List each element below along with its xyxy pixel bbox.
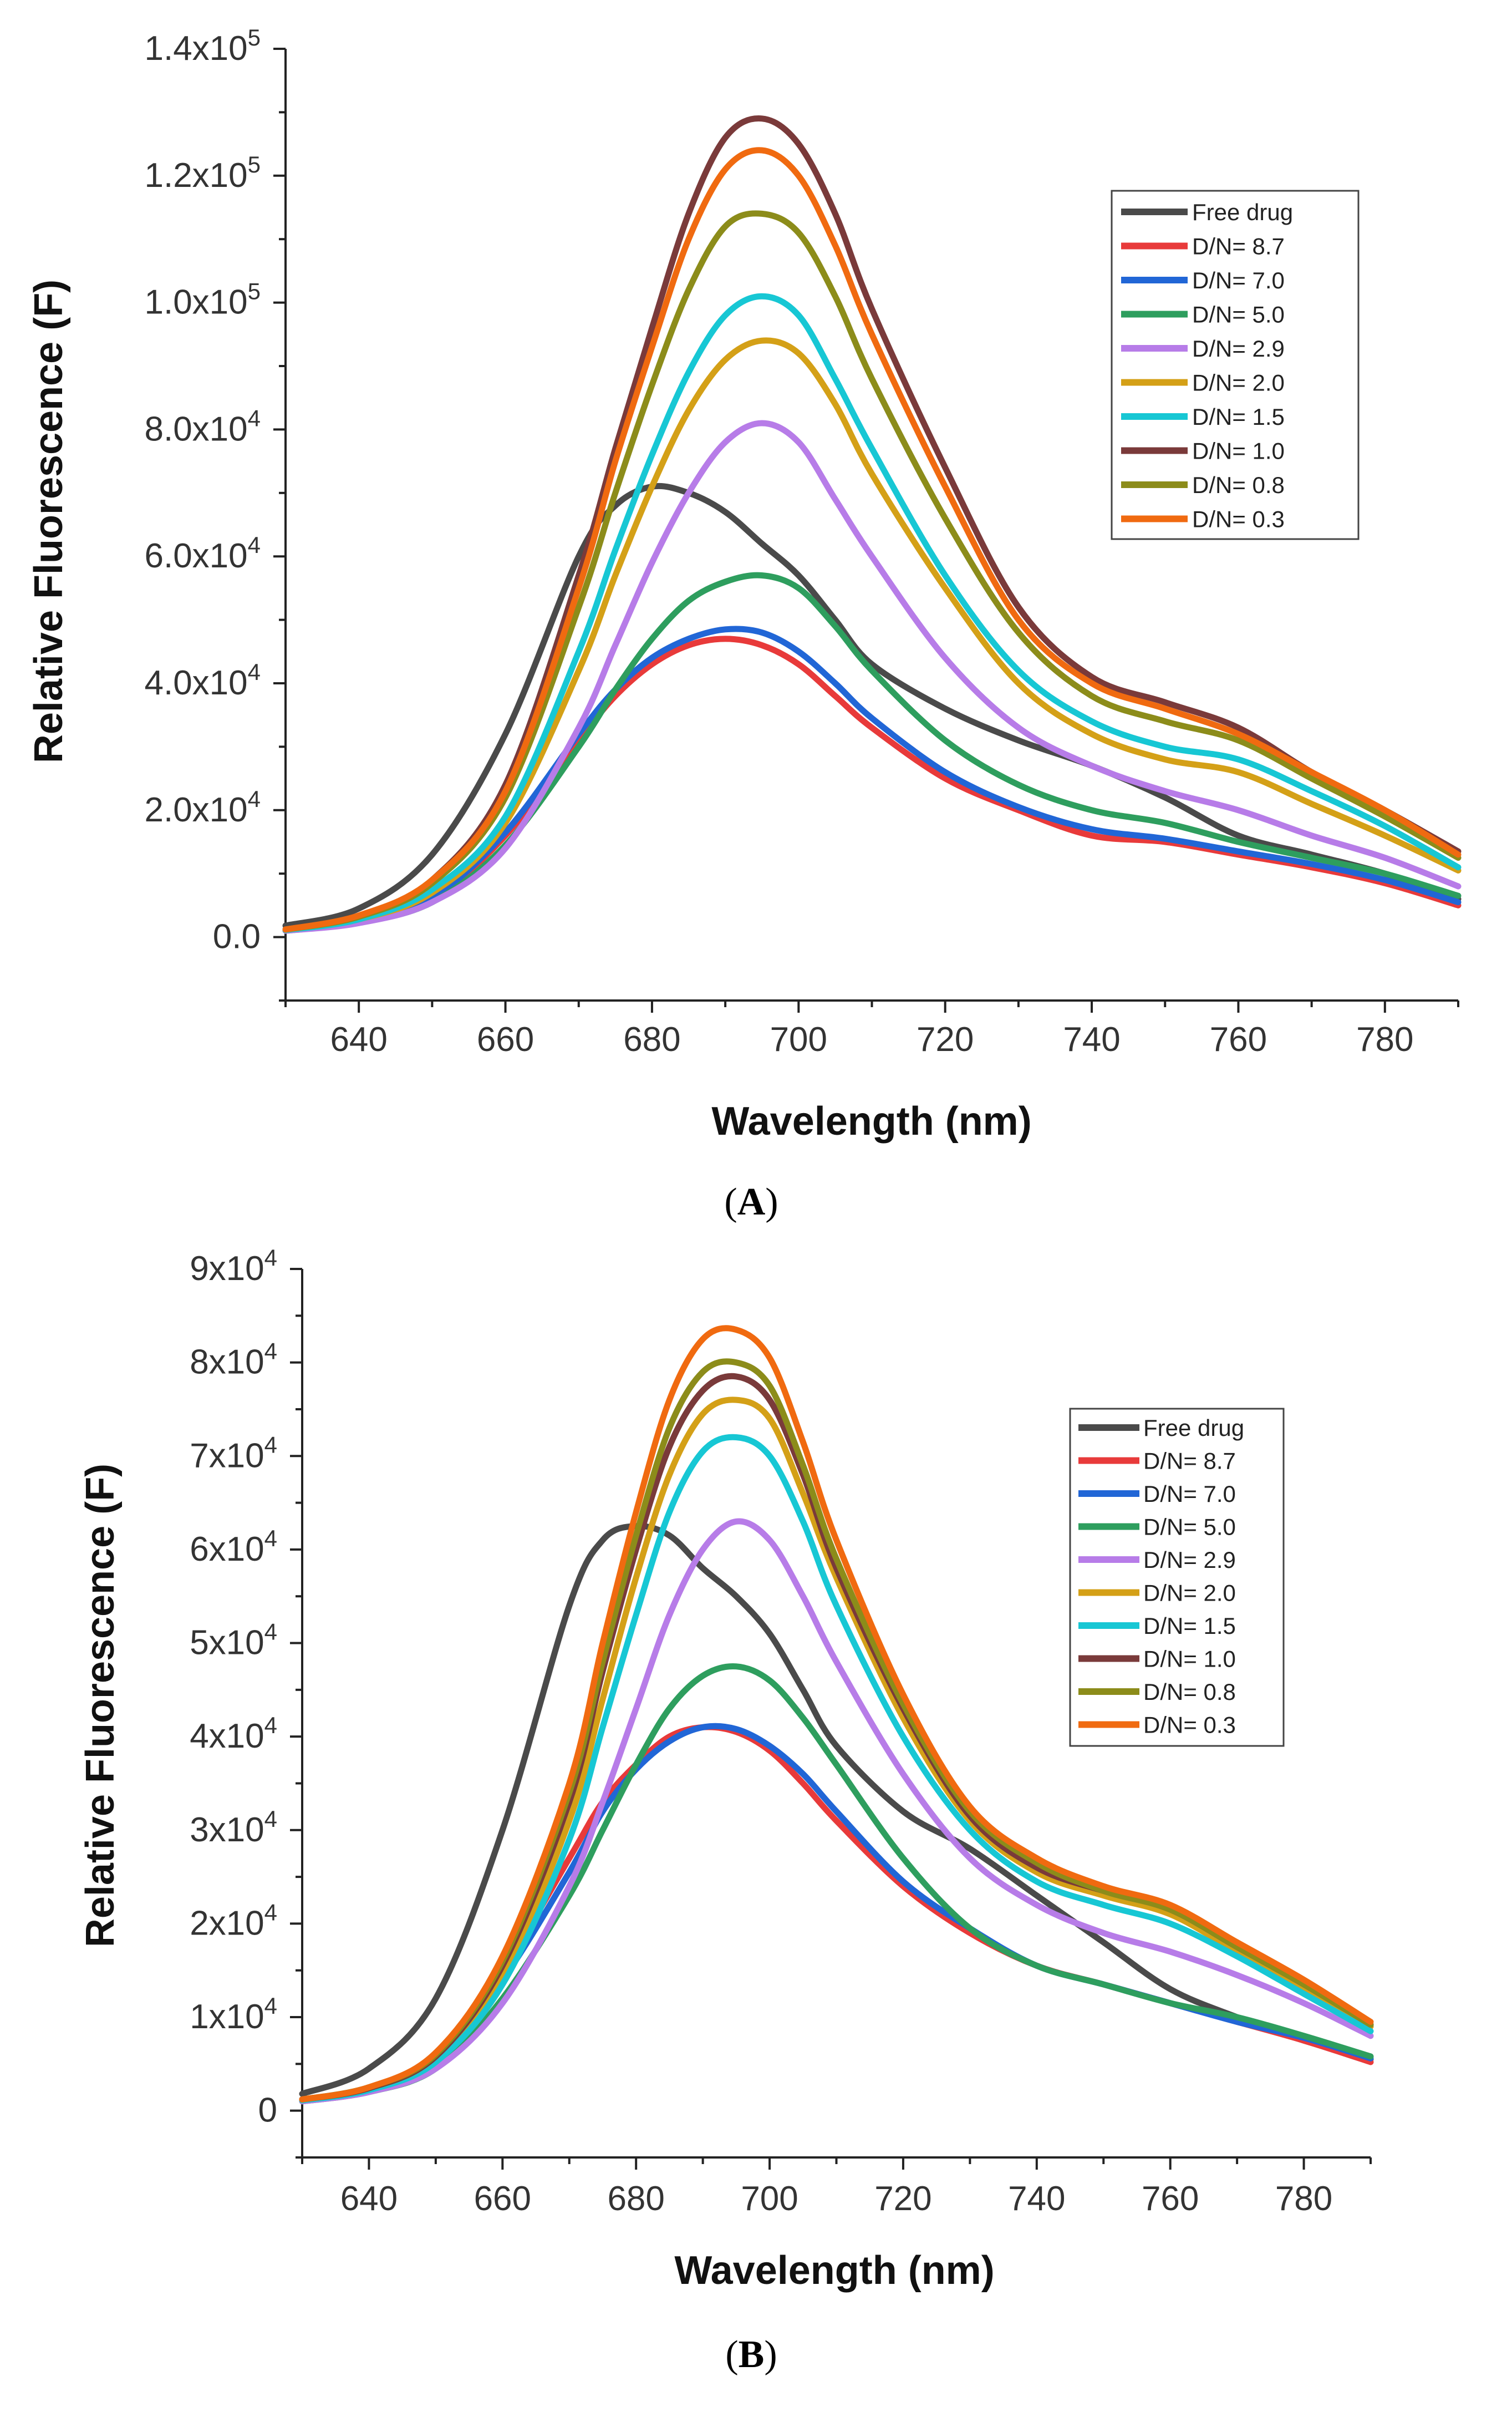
panel-a-y-tick-label: 6.0x104	[144, 532, 261, 575]
panel-b-legend-label: D/N= 0.3	[1143, 1712, 1236, 1738]
panel-a-legend-label: D/N= 0.3	[1192, 506, 1285, 532]
panel-b-legend: Free drug D/N= 8.7 D/N= 7.0 D/N= 5.0 D/N= 2.…	[1069, 1408, 1285, 1747]
panel-a-x-tick-label: 780	[1356, 1020, 1413, 1059]
panel-b-y-tick-label: 5x104	[190, 1619, 277, 1662]
panel-b-y-ticks: 0 1x104 2x104 3x104 4x104 5x104 6x104 7x104 8x10…	[190, 1245, 302, 2159]
panel-b-series-line-d-n-1-5	[299, 1434, 1374, 2104]
panel-b-x-tick-label: 700	[741, 2180, 798, 2218]
panel-a-x-tick-label: 720	[917, 1020, 974, 1059]
panel-b-legend-label: D/N= 2.0	[1143, 1580, 1236, 1606]
panel-a-legend-entries: Free drug D/N= 8.7 D/N= 7.0 D/N= 5.0 D/N= 2.…	[1121, 199, 1293, 532]
panel-a-x-axis-title: Wavelength (nm)	[711, 1099, 1031, 1144]
panel-b-legend-label: D/N= 0.8	[1143, 1679, 1236, 1705]
panel-a-legend-label: D/N= 5.0	[1192, 302, 1285, 328]
panel-a-x-ticks: 640 660 680 700 720 740 760 780	[284, 1001, 1459, 1059]
panel-a-legend-label: D/N= 1.5	[1192, 404, 1285, 430]
panel-a-x-tick-label: 740	[1063, 1020, 1120, 1059]
panel-a-legend-label: D/N= 2.0	[1192, 370, 1285, 396]
panel-b-x-tick-label: 640	[340, 2180, 398, 2218]
panel-b-x-tick-label: 660	[474, 2180, 531, 2218]
panel-b-y-tick-label: 7x104	[190, 1431, 277, 1475]
panel-b-series-line-free-drug	[299, 1522, 1374, 2097]
panel-a-y-tick-label: 8.0x104	[144, 405, 261, 448]
panel-a-legend-label: D/N= 0.8	[1192, 472, 1285, 498]
panel-b-y-tick-label: 3x104	[190, 1806, 277, 1849]
panel-b-caption: (B)	[725, 2333, 777, 2376]
panel-b-y-tick-label: 9x104	[190, 1245, 277, 1288]
panel-a-legend-label: D/N= 7.0	[1192, 267, 1285, 293]
panel-b-series-line-d-n-2-0	[299, 1397, 1374, 2104]
panel-a-series-line-d-n-2-0	[282, 337, 1462, 933]
panel-a-legend-label: Free drug	[1192, 199, 1293, 225]
panel-b-x-tick-label: 740	[1008, 2180, 1065, 2218]
panel-b-x-tick-label: 780	[1275, 2180, 1332, 2218]
panel-b-legend-label: D/N= 1.0	[1143, 1646, 1236, 1672]
panel-b-y-tick-label: 1x104	[190, 1993, 277, 2036]
panel-a-y-tick-label: 1.2x105	[144, 151, 261, 195]
panel-b-x-tick-label: 720	[874, 2180, 931, 2218]
panel-b-x-axis-title: Wavelength (nm)	[674, 2248, 994, 2293]
panel-b-legend-label: D/N= 7.0	[1143, 1481, 1236, 1507]
panel-b-legend-label: D/N= 5.0	[1143, 1514, 1236, 1540]
panel-a-legend-label: D/N= 8.7	[1192, 233, 1285, 260]
panel-b-series	[299, 1325, 1374, 2105]
panel-a-x-tick-label: 660	[477, 1020, 534, 1059]
panel-a-series-line-d-n-0-8	[282, 210, 1462, 933]
panel-b-y-axis-title: Relative Fluorescence (F)	[78, 1464, 123, 1947]
panel-b-series-line-d-n-0-3	[299, 1325, 1374, 2103]
panel-a-series-line-free-drug	[282, 483, 1462, 929]
panel-b-y-tick-label: 6x104	[190, 1525, 277, 1568]
panel-a-legend-label: D/N= 1.0	[1192, 438, 1285, 464]
panel-a-x-tick-label: 760	[1210, 1020, 1267, 1059]
panel-a-y-tick-label: 1.0x105	[144, 278, 261, 322]
panel-b-y-tick-label: 4x104	[190, 1712, 277, 1755]
panel-b-legend-label: D/N= 1.5	[1143, 1613, 1236, 1639]
panel-b-legend-entries: Free drug D/N= 8.7 D/N= 7.0 D/N= 5.0 D/N= 2.…	[1078, 1415, 1244, 1738]
panel-a-legend: Free drug D/N= 8.7 D/N= 7.0 D/N= 5.0 D/N= 2.…	[1111, 190, 1360, 540]
panel-a-series-line-d-n-1-5	[282, 293, 1462, 933]
panel-b-series-line-d-n-2-9	[299, 1518, 1374, 2105]
panel-a-y-ticks: 0.0 2.0x104 4.0x104 6.0x104 8.0x104 1.0x105 1.…	[144, 24, 286, 1002]
panel-b-y-tick-label: 2x104	[190, 1899, 277, 1942]
panel-a-x-tick-label: 700	[770, 1020, 827, 1059]
panel-b-legend-label: D/N= 8.7	[1143, 1448, 1236, 1474]
panel-b-y-tick-label: 0	[258, 2091, 277, 2130]
panel-a-legend-label: D/N= 2.9	[1192, 336, 1285, 362]
panel-a-chart: 0.0 2.0x104 4.0x104 6.0x104 8.0x104 1.0x105 1.…	[27, 24, 1462, 1223]
panel-b-x-tick-label: 760	[1142, 2180, 1199, 2218]
panel-a-x-tick-label: 680	[623, 1020, 680, 1059]
panel-a-series-line-d-n-7-0	[282, 626, 1462, 933]
panel-a-series-line-d-n-2-9	[282, 420, 1462, 934]
panel-a-x-tick-label: 640	[330, 1020, 387, 1059]
panel-a-y-axis-title: Relative Fluorescence (F)	[27, 280, 71, 763]
panel-a-y-tick-label: 4.0x104	[144, 659, 261, 702]
panel-a-y-tick-label: 1.4x105	[144, 24, 261, 68]
panel-b-x-ticks: 640 660 680 700 720 740 760 780	[301, 2157, 1372, 2218]
panel-b-y-tick-label: 8x104	[190, 1338, 277, 1382]
panel-b-x-tick-label: 680	[607, 2180, 664, 2218]
panel-b-legend-label: D/N= 2.9	[1143, 1547, 1236, 1573]
panel-a-series-line-d-n-0-3	[282, 147, 1462, 933]
panel-a-caption: (A)	[724, 1181, 778, 1223]
panel-b-legend-label: Free drug	[1143, 1415, 1244, 1441]
panel-a-y-tick-label: 2.0x104	[144, 786, 261, 829]
panel-a-y-tick-label: 0.0	[213, 918, 261, 956]
panel-a-series	[282, 115, 1462, 934]
panel-b-chart: 0 1x104 2x104 3x104 4x104 5x104 6x104 7x104 8x10…	[78, 1245, 1374, 2376]
